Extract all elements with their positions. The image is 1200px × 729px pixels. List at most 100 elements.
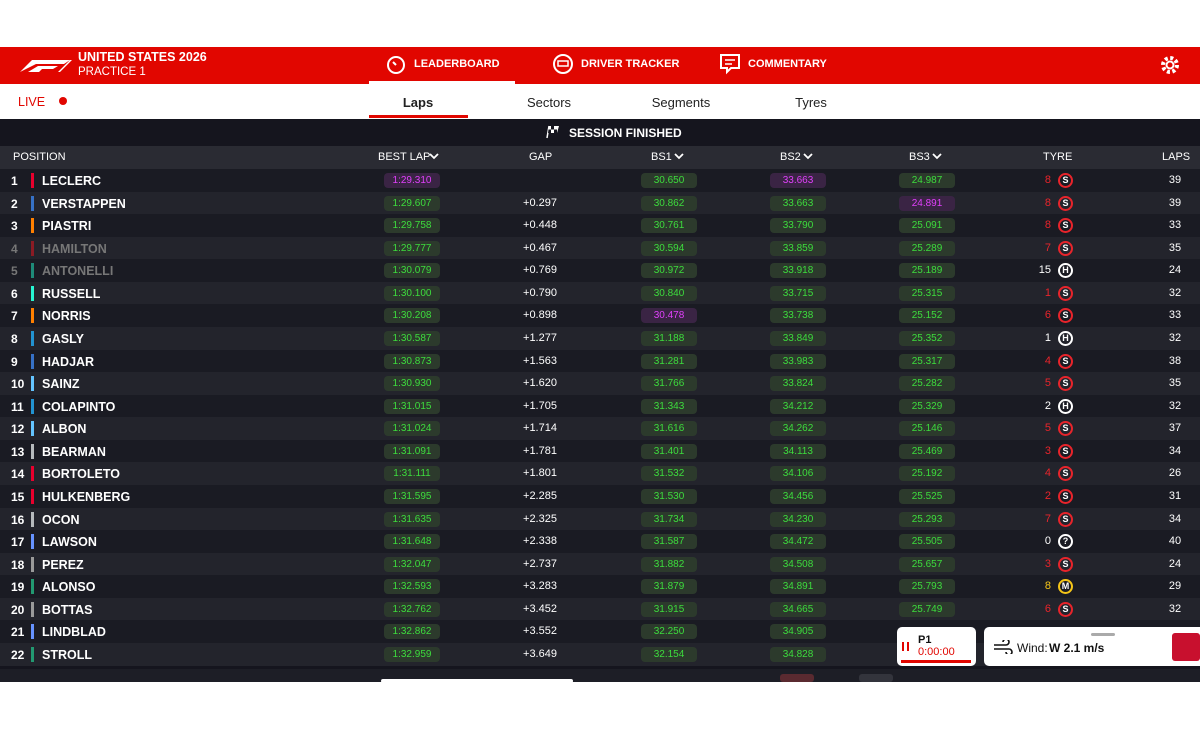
tyre-compound: H bbox=[1058, 263, 1073, 279]
team-color bbox=[31, 511, 34, 527]
position: 6 bbox=[11, 286, 18, 301]
tyre-compound: S bbox=[1058, 195, 1073, 211]
sector-3: 25.793 bbox=[899, 579, 955, 595]
team-color bbox=[31, 195, 34, 211]
gap: +1.277 bbox=[523, 331, 557, 344]
sector-1: 31.734 bbox=[641, 511, 697, 527]
gap: +0.448 bbox=[523, 219, 557, 232]
sector-1: 30.478 bbox=[641, 308, 697, 324]
team-color bbox=[31, 534, 34, 550]
tyre-compound: H bbox=[1058, 330, 1073, 346]
sector-1: 31.915 bbox=[641, 601, 697, 617]
tyre-age: 6 bbox=[1044, 309, 1051, 322]
subtab-tyres[interactable]: Tyres bbox=[795, 95, 827, 110]
tyre-age: 3 bbox=[1044, 557, 1051, 570]
best-lap: 1:32.959 bbox=[384, 646, 440, 662]
leaderboard-icon bbox=[387, 56, 405, 74]
driver-name: NORRIS bbox=[42, 309, 91, 324]
driver-name: ALBON bbox=[42, 422, 87, 437]
tyre-compound: S bbox=[1058, 285, 1073, 301]
sector-1: 32.154 bbox=[641, 646, 697, 662]
tyre-age: 7 bbox=[1044, 512, 1051, 525]
laps: 35 bbox=[1168, 377, 1182, 390]
settings-icon[interactable] bbox=[1158, 53, 1182, 77]
col-bs2[interactable]: BS2 bbox=[780, 151, 801, 163]
team-color bbox=[31, 173, 34, 188]
team-color bbox=[31, 330, 34, 346]
subtab-segments[interactable]: Segments bbox=[651, 95, 711, 110]
col-bs3[interactable]: BS3 bbox=[909, 151, 930, 163]
gap: +0.467 bbox=[523, 241, 557, 254]
gap: +3.649 bbox=[523, 647, 557, 660]
driver-name: LAWSON bbox=[42, 535, 97, 550]
gap: +3.552 bbox=[523, 625, 557, 638]
gap: +1.620 bbox=[523, 377, 557, 390]
tracker-icon bbox=[553, 54, 573, 74]
tyre-age: 7 bbox=[1044, 241, 1051, 254]
position: 18 bbox=[11, 557, 25, 572]
best-lap: 1:29.310 bbox=[384, 173, 440, 188]
wind-label: Wind: bbox=[1017, 641, 1048, 655]
gap: +0.769 bbox=[523, 264, 557, 277]
tyre-age: 6 bbox=[1044, 602, 1051, 615]
gap: +1.781 bbox=[523, 444, 557, 457]
position: 5 bbox=[11, 264, 18, 279]
position: 12 bbox=[11, 422, 25, 437]
team-color bbox=[31, 218, 34, 234]
sector-3: 25.293 bbox=[899, 511, 955, 527]
sector-3: 25.505 bbox=[899, 534, 955, 550]
tyre-compound: S bbox=[1058, 556, 1073, 572]
position: 4 bbox=[11, 241, 18, 256]
tyre-compound: M bbox=[1058, 579, 1073, 595]
sort-chevrons bbox=[429, 153, 942, 160]
driver-name: GASLY bbox=[42, 331, 84, 346]
laps: 26 bbox=[1168, 467, 1182, 480]
sector-2: 34.508 bbox=[770, 556, 826, 572]
tab-driver-tracker[interactable]: DRIVER TRACKER bbox=[581, 58, 680, 70]
tab-leaderboard[interactable]: LEADERBOARD bbox=[414, 58, 500, 70]
position: 20 bbox=[11, 602, 25, 617]
col-position: POSITION bbox=[13, 151, 66, 163]
sector-2: 34.456 bbox=[770, 488, 826, 504]
subtab-laps[interactable]: Laps bbox=[402, 95, 434, 110]
col-bs1[interactable]: BS1 bbox=[651, 151, 672, 163]
laps: 24 bbox=[1168, 264, 1182, 277]
driver-name: HULKENBERG bbox=[42, 489, 131, 504]
tyre-age: 15 bbox=[1038, 264, 1051, 277]
tab-commentary[interactable]: COMMENTARY bbox=[748, 58, 827, 70]
position: 22 bbox=[11, 647, 25, 662]
laps: 24 bbox=[1168, 557, 1182, 570]
laps: 40 bbox=[1168, 535, 1182, 548]
laps: 32 bbox=[1168, 331, 1182, 344]
subtab-sectors[interactable]: Sectors bbox=[526, 95, 572, 110]
col-best-lap[interactable]: BEST LAP bbox=[378, 151, 431, 163]
column-header-row bbox=[0, 146, 1200, 169]
gap: +3.452 bbox=[523, 602, 557, 615]
tyre-age: 8 bbox=[1044, 196, 1051, 209]
commentary-icon bbox=[720, 54, 740, 75]
laps: 33 bbox=[1168, 309, 1182, 322]
sector-2: 34.106 bbox=[770, 466, 826, 482]
gap: +1.705 bbox=[523, 399, 557, 412]
best-lap: 1:32.593 bbox=[384, 579, 440, 595]
team-color bbox=[31, 646, 34, 662]
event-title: UNITED STATES 2026 bbox=[78, 50, 207, 64]
gap: +2.285 bbox=[523, 489, 557, 502]
gap: +2.338 bbox=[523, 535, 557, 548]
best-lap: 1:30.873 bbox=[384, 353, 440, 369]
driver-name: HAMILTON bbox=[42, 241, 107, 256]
sector-2: 33.790 bbox=[770, 218, 826, 234]
tyre-age: 4 bbox=[1044, 467, 1051, 480]
sector-1: 31.401 bbox=[641, 443, 697, 459]
sector-3: 25.657 bbox=[899, 556, 955, 572]
best-lap: 1:31.015 bbox=[384, 398, 440, 414]
laps: 34 bbox=[1168, 512, 1182, 525]
bottom-control bbox=[780, 674, 814, 682]
position-widget[interactable]: P1 0:00:00 bbox=[897, 627, 976, 666]
gap: +0.297 bbox=[523, 196, 557, 209]
tyre-age: 4 bbox=[1044, 354, 1051, 367]
weather-widget[interactable]: Wind: W 2.1 m/s bbox=[984, 627, 1200, 666]
best-lap: 1:31.111 bbox=[384, 466, 440, 482]
sector-2: 34.665 bbox=[770, 601, 826, 617]
sector-3: 25.152 bbox=[899, 308, 955, 324]
